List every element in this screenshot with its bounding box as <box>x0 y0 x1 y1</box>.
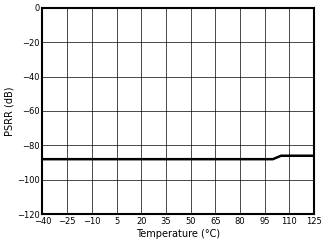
Y-axis label: PSRR (dB): PSRR (dB) <box>4 86 14 136</box>
X-axis label: Temperature (°C): Temperature (°C) <box>136 229 220 239</box>
